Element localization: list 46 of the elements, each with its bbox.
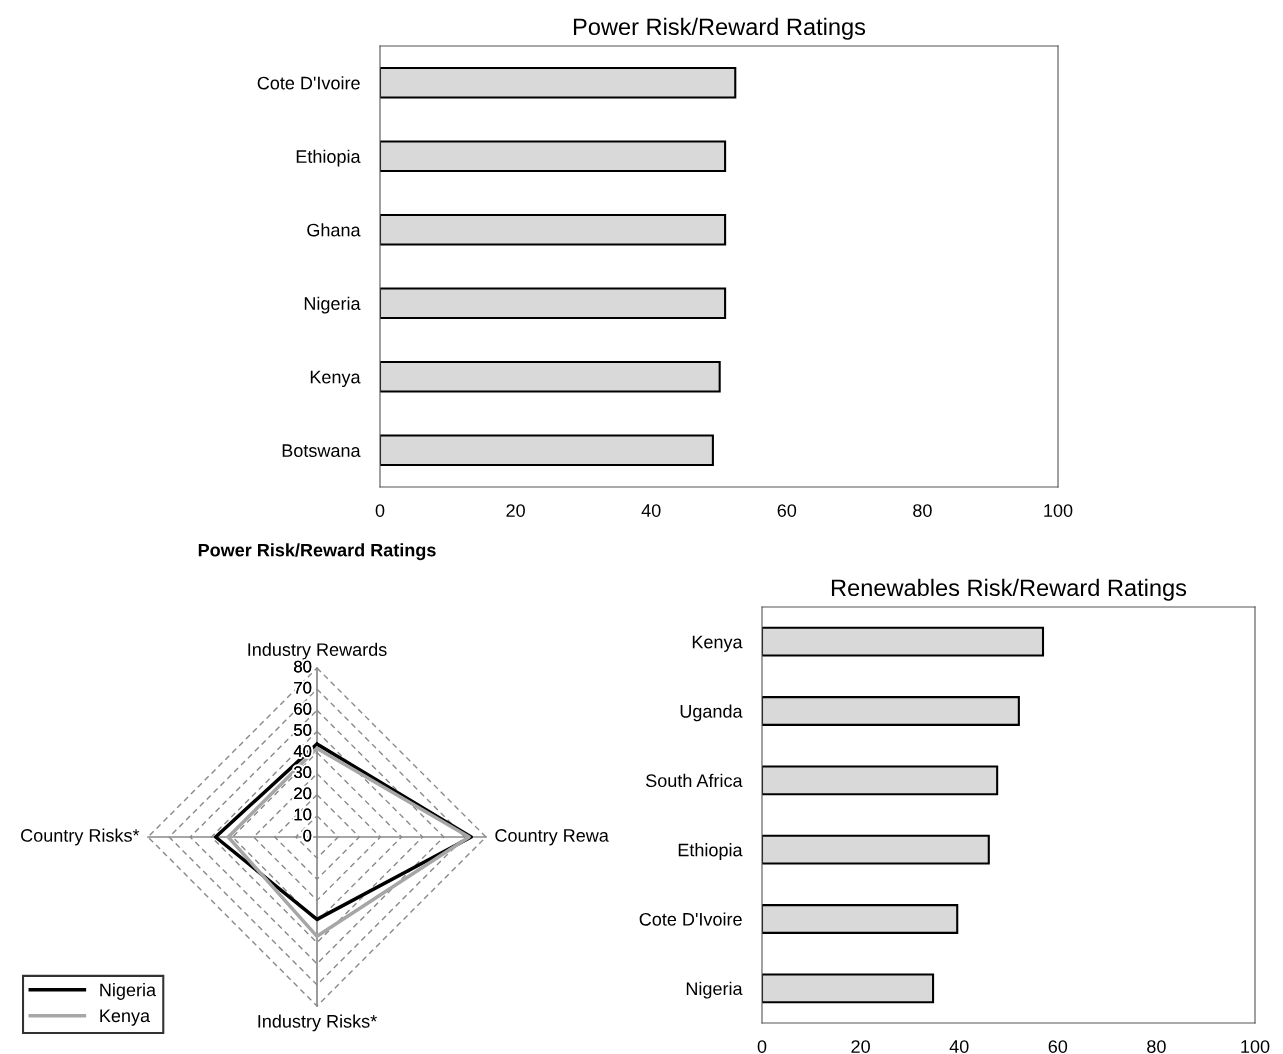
x-tick-label: 60 <box>777 504 797 517</box>
chart-title: Power Risk/Reward Ratings <box>573 17 866 40</box>
x-tick-label: 0 <box>375 504 385 517</box>
y-tick-label: Ghana <box>307 223 361 237</box>
bar <box>762 973 935 1004</box>
chart-title: Power Risk/Reward Ratings <box>198 543 436 561</box>
x-tick-label: 40 <box>949 1040 969 1053</box>
y-tick-label: 10 <box>294 808 312 821</box>
y-tick-label: Cote D'Ivoire <box>639 912 742 926</box>
spoke-label: Country Rewa <box>495 829 609 846</box>
spoke-label: Industry Rewards <box>248 642 387 660</box>
chart-title: Renewables Risk/Reward Ratings <box>831 578 1187 601</box>
x-tick-label: 0 <box>757 1040 767 1053</box>
y-tick-label: Kenya <box>310 370 361 388</box>
y-tick-label: 50 <box>294 724 312 736</box>
legend-label: Nigeria <box>100 983 157 1000</box>
spoke-label: Country Risks* <box>21 828 140 846</box>
bar <box>762 696 1020 726</box>
bar <box>762 765 999 796</box>
y-tick-label: Botswana <box>282 444 361 457</box>
y-tick-label: 60 <box>294 702 312 715</box>
y-tick-label: Nigeria <box>304 296 361 314</box>
x-tick-label: 80 <box>913 504 932 517</box>
bar <box>762 834 990 865</box>
x-tick-label: 20 <box>851 1040 870 1053</box>
x-tick-label: 20 <box>506 504 525 517</box>
y-tick-label: South Africa <box>646 773 743 788</box>
y-tick-label: Kenya <box>692 635 743 652</box>
y-tick-label: 70 <box>294 681 312 694</box>
y-tick-label: 80 <box>294 660 312 673</box>
y-tick-label: 20 <box>294 787 312 800</box>
spoke-label: Industry Risks* <box>258 1014 377 1032</box>
y-tick-label: 0 <box>303 829 312 842</box>
y-tick-label: Ethiopia <box>296 149 361 167</box>
x-tick-label: 80 <box>1147 1040 1166 1053</box>
x-tick-label: 100 <box>1241 1040 1270 1053</box>
bar <box>762 904 959 934</box>
y-tick-label: 30 <box>294 766 312 779</box>
y-tick-label: Uganda <box>680 704 743 722</box>
legend-label: Kenya <box>100 1009 151 1026</box>
bar <box>762 626 1045 657</box>
x-tick-label: 100 <box>1044 504 1073 517</box>
y-tick-label: Cote D'Ivoire <box>257 76 360 90</box>
y-tick-label: Nigeria <box>686 981 743 999</box>
x-tick-label: 60 <box>1048 1040 1068 1053</box>
y-tick-label: Ethiopia <box>678 843 743 860</box>
